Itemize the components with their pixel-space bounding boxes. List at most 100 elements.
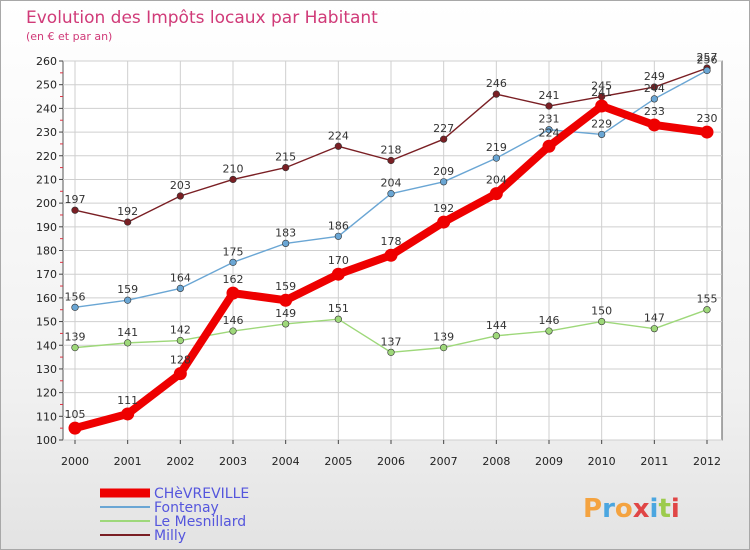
data-label-milly: 210: [223, 162, 244, 175]
data-label-fontenay: 164: [170, 271, 191, 284]
y-tick-label: 210: [36, 173, 57, 186]
data-point-fontenay: [598, 130, 606, 139]
legend-label-fontenay: Fontenay: [154, 500, 219, 516]
y-tick-label: 200: [36, 197, 57, 210]
data-point-fontenay: [334, 232, 342, 240]
data-point-ch-vreville: [384, 248, 398, 262]
data-point-le-mesnillard: [124, 339, 132, 347]
x-tick-label: 2011: [640, 455, 668, 468]
x-tick-label: 2009: [535, 455, 563, 468]
data-point-milly: [124, 218, 132, 226]
data-point-fontenay: [387, 190, 395, 198]
data-label-milly: 227: [433, 122, 454, 135]
data-point-milly: [440, 135, 448, 143]
data-point-fontenay: [124, 296, 132, 304]
data-label-milly: 241: [539, 89, 560, 102]
data-label-milly: 224: [328, 129, 349, 142]
x-tick-label: 2006: [377, 455, 405, 468]
data-point-le-mesnillard: [598, 317, 606, 326]
y-tick-label: 180: [36, 245, 57, 258]
data-label-ch-vreville: 233: [644, 105, 665, 118]
data-point-le-mesnillard: [492, 332, 500, 340]
data-point-ch-vreville: [595, 99, 609, 113]
data-label-le-mesnillard: 146: [539, 314, 560, 327]
data-point-fontenay: [229, 258, 237, 266]
legend-label-ch-vreville: CHèVREVILLE: [154, 486, 249, 502]
data-point-le-mesnillard: [387, 348, 395, 356]
data-label-ch-vreville: 224: [539, 126, 560, 139]
x-tick-label: 2005: [324, 455, 352, 468]
data-point-ch-vreville: [700, 125, 714, 139]
logo-letter: r: [602, 494, 615, 524]
data-label-ch-vreville: 192: [433, 202, 454, 215]
y-tick-label: 220: [36, 150, 57, 163]
data-point-le-mesnillard: [282, 320, 290, 328]
data-label-fontenay: 229: [591, 117, 612, 130]
legend-label-le-mesnillard: Le Mesnillard: [154, 514, 246, 530]
x-tick-label: 2001: [114, 455, 142, 468]
data-label-milly: 215: [275, 151, 296, 164]
data-label-milly: 192: [117, 205, 138, 218]
data-label-le-mesnillard: 139: [65, 331, 86, 344]
data-label-fontenay: 219: [486, 141, 507, 154]
data-label-le-mesnillard: 151: [328, 302, 349, 315]
data-point-milly: [545, 102, 553, 110]
data-label-fontenay: 204: [381, 177, 402, 190]
y-tick-label: 120: [36, 387, 57, 400]
x-tick-label: 2000: [61, 455, 89, 468]
data-label-ch-vreville: 204: [486, 174, 507, 187]
data-point-fontenay: [650, 95, 658, 103]
data-label-milly: 249: [644, 70, 665, 83]
data-point-le-mesnillard: [334, 315, 342, 323]
y-tick-label: 100: [36, 434, 57, 447]
data-label-milly: 246: [486, 77, 507, 90]
data-point-milly: [387, 156, 395, 165]
data-point-fontenay: [176, 284, 184, 293]
y-tick-label: 130: [36, 363, 57, 376]
y-tick-label: 260: [36, 55, 57, 68]
data-label-layer: 1971922032102152242182272462412452492571…: [65, 51, 718, 421]
x-tick-label: 2007: [430, 455, 458, 468]
x-tick-label: 2003: [219, 455, 247, 468]
data-label-ch-vreville: 128: [170, 354, 191, 367]
data-point-le-mesnillard: [440, 344, 448, 352]
data-label-le-mesnillard: 146: [223, 314, 244, 327]
x-tick-label: 2010: [588, 455, 616, 468]
data-point-milly: [334, 142, 342, 150]
logo-letter: P: [583, 494, 602, 524]
data-point-fontenay: [71, 303, 79, 311]
data-point-ch-vreville: [68, 421, 82, 435]
data-point-le-mesnillard: [545, 327, 553, 335]
data-label-le-mesnillard: 142: [170, 324, 191, 337]
data-point-milly: [176, 192, 184, 200]
data-label-fontenay: 183: [275, 226, 296, 239]
data-label-le-mesnillard: 139: [433, 331, 454, 344]
logo-letter: t: [658, 494, 670, 524]
data-label-milly: 245: [591, 80, 612, 93]
y-tick-label: 140: [36, 339, 57, 352]
data-point-le-mesnillard: [229, 327, 237, 335]
data-point-milly: [229, 175, 237, 184]
data-point-le-mesnillard: [650, 325, 658, 333]
data-point-le-mesnillard: [703, 306, 711, 314]
legend-label-milly: Milly: [154, 528, 186, 544]
data-label-fontenay: 231: [539, 113, 560, 126]
x-tick-label: 2008: [482, 455, 510, 468]
y-tick-label: 240: [36, 102, 57, 115]
data-label-ch-vreville: 105: [65, 408, 86, 421]
chart-subtitle: (en € et par an): [26, 30, 112, 43]
data-label-ch-vreville: 170: [328, 254, 349, 267]
data-point-milly: [650, 83, 658, 91]
data-label-milly: 197: [65, 193, 86, 206]
data-point-ch-vreville: [647, 118, 661, 132]
data-point-ch-vreville: [121, 407, 135, 421]
y-tick-label: 230: [36, 126, 57, 139]
data-label-fontenay: 244: [644, 82, 665, 95]
y-tick-label: 170: [36, 268, 57, 281]
logo-letter: x: [633, 494, 650, 524]
data-point-milly: [71, 206, 79, 214]
data-point-ch-vreville: [173, 367, 187, 381]
data-label-milly: 257: [697, 51, 718, 64]
